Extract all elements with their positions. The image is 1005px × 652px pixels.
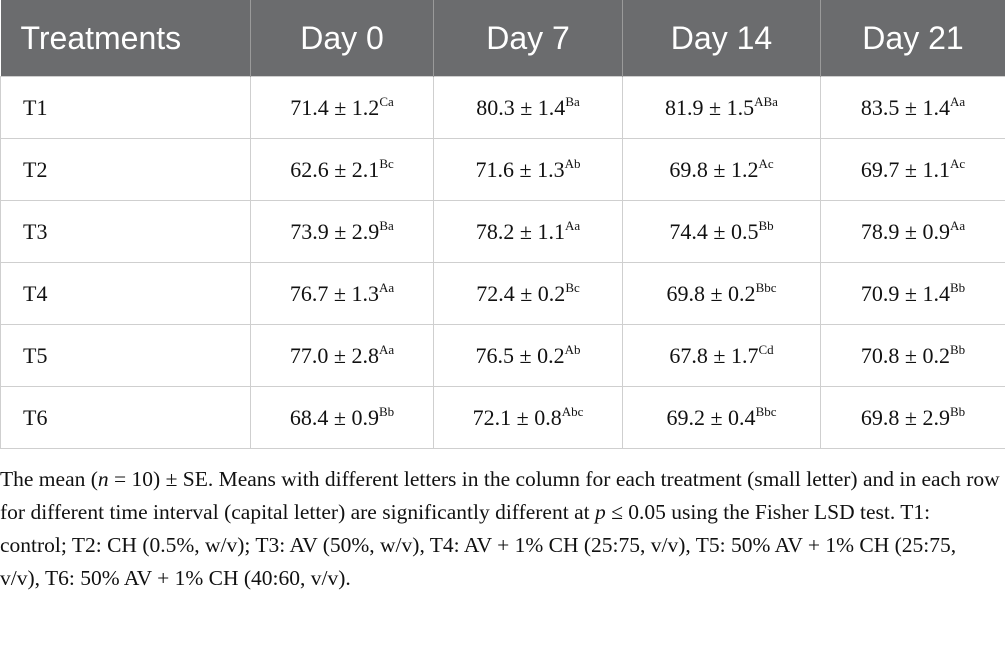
value-cell: 69.8 ± 1.2Ac [622, 138, 821, 201]
table-body: T1 71.4 ± 1.2Ca 80.3 ± 1.4Ba 81.9 ± 1.5ABa 8… [0, 76, 1005, 449]
mean-se: 67.8 ± 1.7 [669, 343, 759, 368]
table-row: T4 76.7 ± 1.3Aa 72.4 ± 0.2Bc 69.8 ± 0.2Bbc 7… [0, 262, 1005, 325]
mean-se: 68.4 ± 0.9 [289, 405, 379, 430]
header-cell: Treatments [0, 0, 251, 77]
header-cell: Day 7 [433, 0, 623, 77]
row-label: T3 [0, 200, 251, 263]
value-cell: 80.3 ± 1.4Ba [433, 76, 623, 139]
significance-letters: Bb [949, 342, 966, 357]
significance-letters: Ac [758, 156, 774, 171]
significance-letters: Bb [758, 218, 774, 233]
significance-letters: Aa [949, 94, 966, 109]
header-cell: Day 14 [622, 0, 821, 77]
header-row: Treatments Day 0 Day 7 Day 14 Day 21 [0, 0, 1005, 77]
value-cell: 73.9 ± 2.9Ba [250, 200, 434, 263]
header-cell: Day 0 [250, 0, 434, 77]
value-cell: 74.4 ± 0.5Bb [622, 200, 821, 263]
significance-letters: Abc [561, 404, 584, 419]
value-cell: 78.9 ± 0.9Aa [820, 200, 1005, 263]
mean-se: 70.8 ± 0.2 [860, 343, 950, 368]
mean-se: 81.9 ± 1.5 [665, 95, 755, 120]
value-cell: 71.6 ± 1.3Ab [433, 138, 623, 201]
significance-letters: Bc [565, 280, 580, 295]
row-label: T2 [0, 138, 251, 201]
mean-se: 80.3 ± 1.4 [476, 95, 566, 120]
significance-letters: Aa [949, 218, 966, 233]
mean-se: 76.7 ± 1.3 [289, 281, 379, 306]
significance-letters: Bc [379, 156, 394, 171]
value-cell: 69.7 ± 1.1Ac [820, 138, 1005, 201]
mean-se: 77.0 ± 2.8 [289, 343, 379, 368]
table-row: T5 77.0 ± 2.8Aa 76.5 ± 0.2Ab 67.8 ± 1.7Cd 70… [0, 324, 1005, 387]
mean-se: 73.9 ± 2.9 [290, 219, 380, 244]
mean-se: 78.9 ± 0.9 [860, 219, 950, 244]
value-cell: 81.9 ± 1.5ABa [622, 76, 821, 139]
mean-se: 70.9 ± 1.4 [860, 281, 950, 306]
footnote: The mean (n = 10) ± SE. Means with diffe… [0, 463, 1000, 595]
value-cell: 62.6 ± 2.1Bc [250, 138, 434, 201]
significance-letters: Aa [378, 342, 395, 357]
mean-se: 69.8 ± 1.2 [669, 157, 759, 182]
significance-letters: Bbc [755, 280, 777, 295]
mean-se: 71.4 ± 1.2 [290, 95, 380, 120]
value-cell: 83.5 ± 1.4Aa [820, 76, 1005, 139]
footnote-text: p [594, 500, 606, 524]
header-cell: Day 21 [820, 0, 1005, 77]
value-cell: 69.2 ± 0.4Bbc [622, 386, 821, 449]
table-row: T3 73.9 ± 2.9Ba 78.2 ± 1.1Aa 74.4 ± 0.5Bb 78… [0, 200, 1005, 263]
significance-letters: Bbc [755, 404, 777, 419]
significance-letters: Aa [378, 280, 395, 295]
significance-letters: Ba [379, 218, 394, 233]
row-label: T6 [0, 386, 251, 449]
significance-letters: Aa [564, 218, 581, 233]
value-cell: 77.0 ± 2.8Aa [250, 324, 434, 387]
value-cell: 72.1 ± 0.8Abc [433, 386, 623, 449]
significance-letters: Bb [378, 404, 395, 419]
value-cell: 76.7 ± 1.3Aa [250, 262, 434, 325]
significance-letters: Cd [758, 342, 774, 357]
value-cell: 72.4 ± 0.2Bc [433, 262, 623, 325]
footnote-text: The mean ( [0, 467, 98, 491]
significance-letters: ABa [754, 94, 778, 109]
value-cell: 70.9 ± 1.4Bb [820, 262, 1005, 325]
row-label: T1 [0, 76, 251, 139]
table-row: T6 68.4 ± 0.9Bb 72.1 ± 0.8Abc 69.2 ± 0.4Bbc… [0, 386, 1005, 449]
value-cell: 70.8 ± 0.2Bb [820, 324, 1005, 387]
mean-se: 72.1 ± 0.8 [472, 405, 562, 430]
value-cell: 69.8 ± 0.2Bbc [622, 262, 821, 325]
value-cell: 67.8 ± 1.7Cd [622, 324, 821, 387]
significance-letters: Ab [564, 342, 581, 357]
footnote-text: n [97, 467, 109, 491]
significance-letters: Bb [949, 404, 966, 419]
significance-letters: Ac [949, 156, 966, 171]
mean-se: 69.2 ± 0.4 [666, 405, 756, 430]
mean-se: 69.8 ± 2.9 [860, 405, 950, 430]
mean-se: 83.5 ± 1.4 [860, 95, 950, 120]
value-cell: 76.5 ± 0.2Ab [433, 324, 623, 387]
value-cell: 78.2 ± 1.1Aa [433, 200, 623, 263]
table-row: T2 62.6 ± 2.1Bc 71.6 ± 1.3Ab 69.8 ± 1.2Ac 69… [0, 138, 1005, 201]
table-row: T1 71.4 ± 1.2Ca 80.3 ± 1.4Ba 81.9 ± 1.5ABa 8… [0, 76, 1005, 139]
footnote-text: ≤ 0.05 using the Fisher LSD test. T1: co… [0, 500, 957, 590]
significance-letters: Ab [564, 156, 581, 171]
value-cell: 69.8 ± 2.9Bb [820, 386, 1005, 449]
footnote-text: = 10) ± SE. Means with different letters… [0, 467, 1000, 524]
value-cell: 68.4 ± 0.9Bb [250, 386, 434, 449]
significance-letters: Ca [379, 94, 394, 109]
mean-se: 76.5 ± 0.2 [475, 343, 565, 368]
mean-se: 78.2 ± 1.1 [475, 219, 565, 244]
mean-se: 72.4 ± 0.2 [476, 281, 566, 306]
mean-se: 69.7 ± 1.1 [860, 157, 950, 182]
data-table: Treatments Day 0 Day 7 Day 14 Day 21 T1 71.4 … [0, 0, 1005, 449]
mean-se: 69.8 ± 0.2 [666, 281, 756, 306]
mean-se: 71.6 ± 1.3 [475, 157, 565, 182]
row-label: T4 [0, 262, 251, 325]
significance-letters: Ba [565, 94, 580, 109]
value-cell: 71.4 ± 1.2Ca [250, 76, 434, 139]
mean-se: 62.6 ± 2.1 [290, 157, 380, 182]
significance-letters: Bb [949, 280, 966, 295]
mean-se: 74.4 ± 0.5 [669, 219, 759, 244]
row-label: T5 [0, 324, 251, 387]
